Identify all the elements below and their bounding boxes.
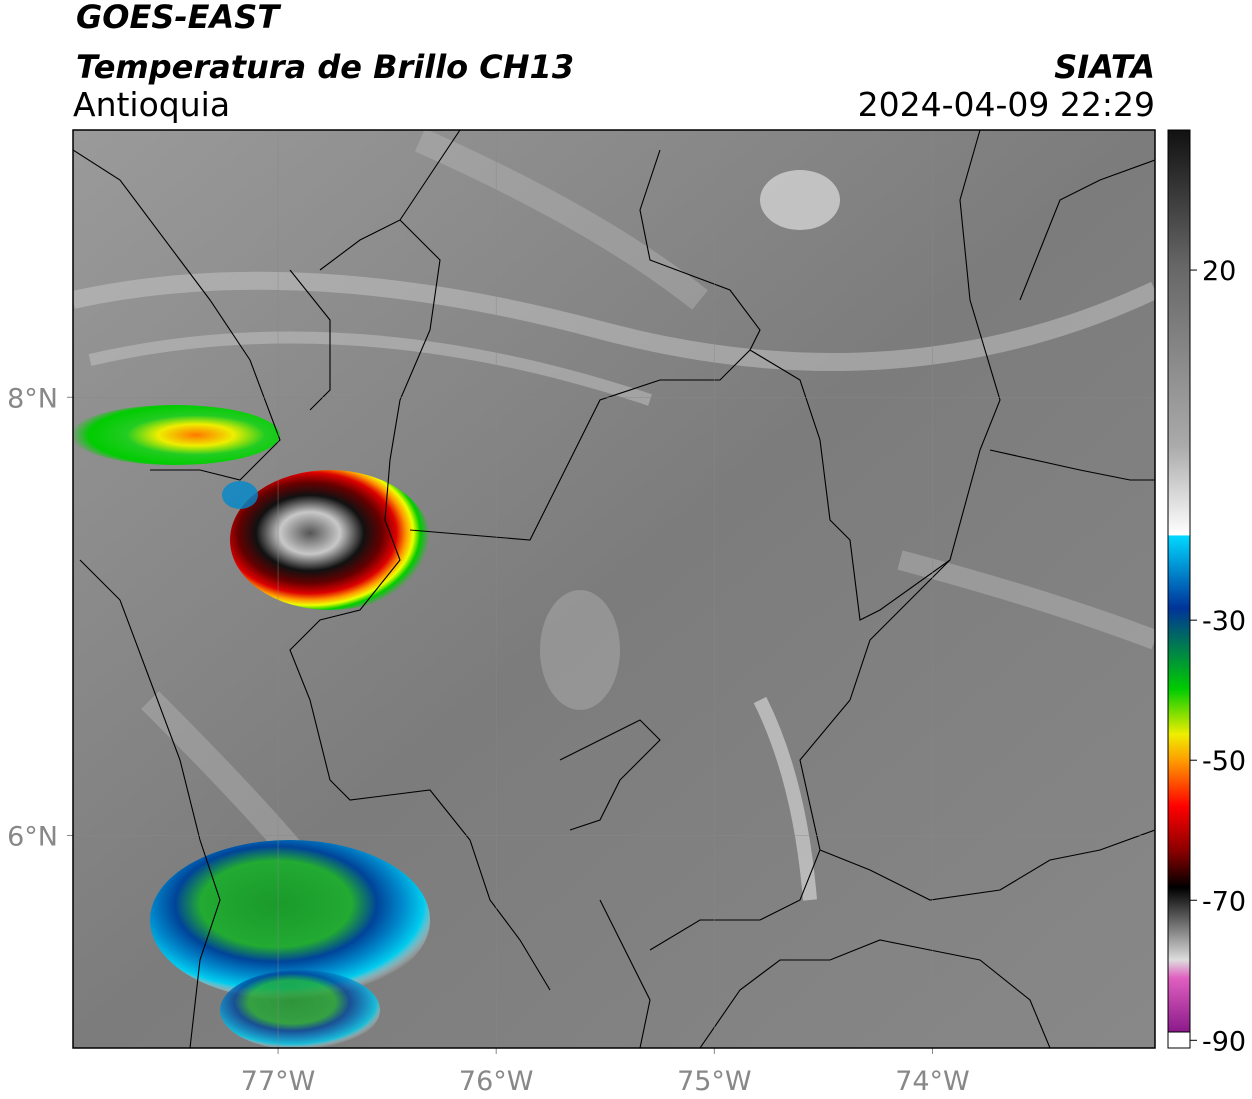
x-tick-label: 74°W	[895, 1066, 970, 1097]
y-tick-label: 8°N	[7, 383, 58, 414]
region: Antioquia	[73, 85, 230, 124]
x-tick-label: 75°W	[677, 1066, 752, 1097]
map-frame	[72, 129, 1156, 1049]
colorbar-tick-label: -50	[1202, 746, 1246, 777]
y-tick-label: 6°N	[7, 821, 58, 852]
product: Temperatura de Brillo CH13	[76, 48, 574, 86]
colorbar-tick-label: 20	[1202, 256, 1236, 287]
colorbar-ticks: 20 -30 -50 -70 -90	[1190, 256, 1246, 1057]
source: SIATA	[1054, 48, 1155, 86]
title: GOES-EAST	[76, 0, 281, 36]
colorbar	[1168, 130, 1190, 1032]
x-tick-label: 77°W	[241, 1066, 316, 1097]
colorbar-extension	[1167, 1031, 1191, 1049]
x-tick-label: 76°W	[459, 1066, 534, 1097]
colorbar-tick-label: -30	[1202, 606, 1246, 637]
colorbar-tick-label: -90	[1202, 1026, 1246, 1057]
colorbar-tick-label: -70	[1202, 886, 1246, 917]
datetime: 2024-04-09 22:29	[858, 85, 1155, 124]
graticule: 77°W 76°W 75°W 74°W 8°N 6°N	[7, 130, 1155, 1097]
map-image	[73, 130, 1155, 1048]
colorbar-frame	[1167, 129, 1191, 1049]
